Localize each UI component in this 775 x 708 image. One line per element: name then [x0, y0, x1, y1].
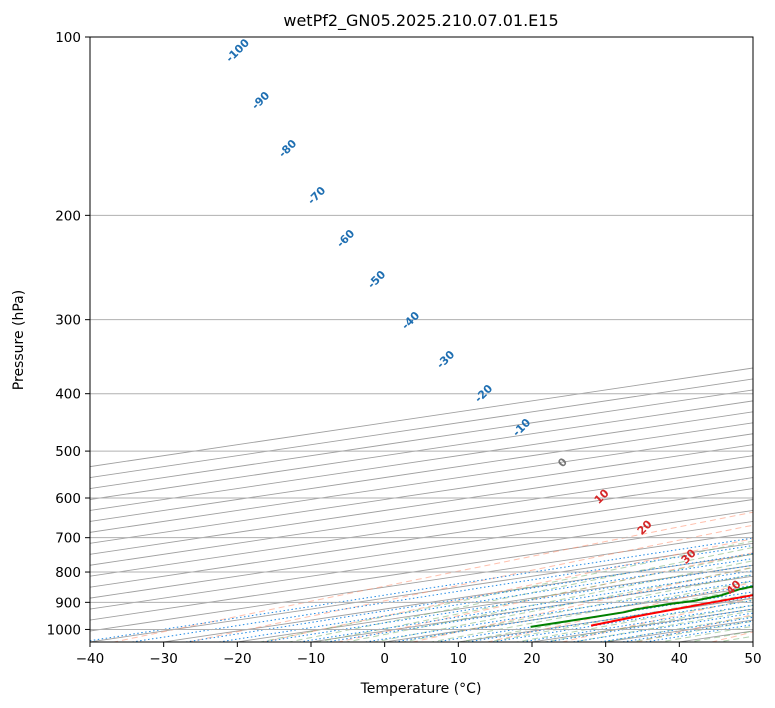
- profile-lines: [530, 585, 753, 628]
- isotherm-line: [90, 466, 753, 566]
- y-tick-label: 400: [55, 387, 81, 403]
- y-tick-label: 700: [55, 531, 81, 547]
- isotherm-line: [90, 444, 753, 544]
- mixing-ratio-line: [295, 570, 753, 642]
- y-axis: 100 200 300 400 500 600 700 800 900 1000: [47, 30, 90, 638]
- mixing-ratio-line: [362, 580, 753, 642]
- isotherm-line: [90, 499, 753, 599]
- chart-title: wetPf2_GN05.2025.210.07.01.E15: [283, 11, 558, 31]
- moist-adiabat-line: [485, 593, 753, 642]
- dewpoint-line: [530, 585, 753, 628]
- pressure-grid: [90, 37, 753, 630]
- moist-adiabat-line: [343, 560, 753, 642]
- moist-adiabat-line: [400, 573, 753, 642]
- x-tick-label: 10: [450, 651, 467, 667]
- moist-adiabat-line: [513, 599, 753, 642]
- x-tick-label: 50: [744, 651, 761, 667]
- y-tick-label: 300: [55, 313, 81, 329]
- moist-adiabat-line: [315, 553, 753, 642]
- y-axis-label: Pressure (hPa): [11, 290, 27, 390]
- y-tick-label: 200: [55, 208, 81, 224]
- isotherm-line: [90, 488, 753, 588]
- x-tick-label: 40: [671, 651, 688, 667]
- y-tick-label: 600: [55, 491, 81, 507]
- y-tick-label: 900: [55, 595, 81, 611]
- isotherm-line: [90, 520, 753, 621]
- mixing-ratio-line: [182, 553, 753, 642]
- y-tick-label: 800: [55, 565, 81, 581]
- x-tick-label: −20: [223, 651, 252, 667]
- moist-adiabat-line: [257, 540, 753, 642]
- x-tick-label: 0: [380, 651, 389, 667]
- x-tick-label: −40: [76, 651, 105, 667]
- x-axis-label: Temperature (°C): [360, 681, 482, 697]
- y-tick-label: 100: [55, 30, 81, 46]
- mixing-ratio-line: [259, 564, 753, 642]
- isotherm-line: [90, 531, 753, 632]
- x-tick-label: −30: [149, 651, 178, 667]
- plot-frame: [89, 36, 754, 643]
- x-tick-label: 20: [523, 651, 540, 667]
- isotherm-line: [90, 455, 753, 555]
- isotherm-line: [90, 477, 753, 577]
- mixing-ratio-line: [322, 574, 753, 642]
- x-axis: −40 −30 −20 −10 0 10 20 30 40 50: [76, 642, 762, 667]
- x-tick-label: 30: [597, 651, 614, 667]
- moist-adiabat-line: [428, 580, 753, 642]
- isotherm-line: [90, 510, 753, 610]
- y-tick-label: 1000: [47, 622, 81, 638]
- x-tick-label: −10: [297, 651, 326, 667]
- y-tick-label: 500: [55, 444, 81, 460]
